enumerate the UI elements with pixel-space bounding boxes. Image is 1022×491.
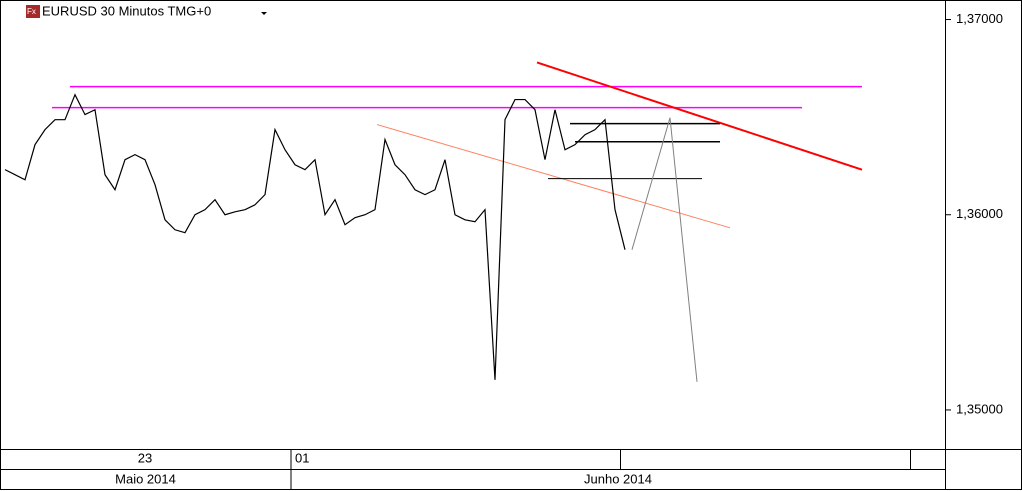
fx-icon bbox=[26, 5, 40, 18]
y-tick-label: 1,37000 bbox=[956, 11, 1003, 26]
trend-line bbox=[536, 61, 863, 171]
trend-line bbox=[376, 124, 731, 229]
fx-icon-label: Fx bbox=[27, 7, 36, 16]
y-tick-label: 1,36000 bbox=[956, 206, 1003, 221]
month-label: Maio 2014 bbox=[115, 471, 176, 486]
dropdown-arrow[interactable] bbox=[261, 12, 267, 15]
x-tick-label: 01 bbox=[295, 450, 309, 465]
month-label: Junho 2014 bbox=[584, 471, 652, 486]
y-tick-label: 1,35000 bbox=[956, 401, 1003, 416]
chart-title[interactable]: EURUSD 30 Minutos TMG+0 bbox=[42, 3, 211, 18]
x-tick-label: 23 bbox=[138, 450, 152, 465]
trend-line bbox=[631, 117, 698, 382]
price-line bbox=[4, 93, 626, 380]
